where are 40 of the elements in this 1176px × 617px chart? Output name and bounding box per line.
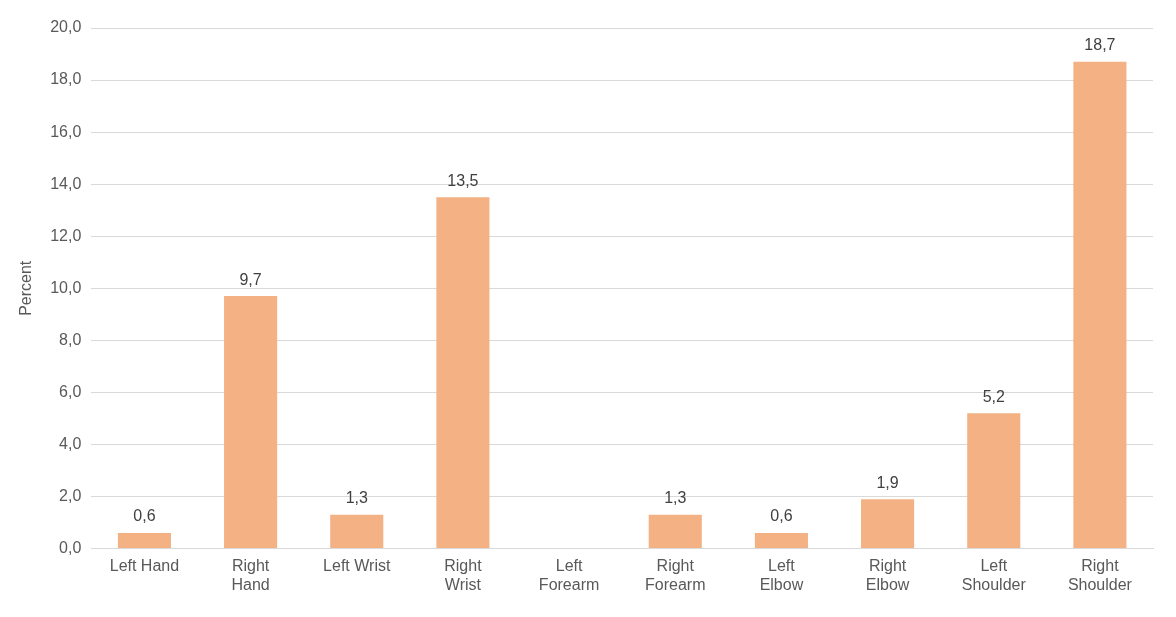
- data-label: 1,3: [664, 489, 687, 507]
- x-tick-label: Right Elbow: [865, 556, 910, 593]
- y-tick-label: 20,0: [50, 18, 82, 36]
- y-tick-label: 12,0: [50, 226, 82, 244]
- bar: [648, 514, 702, 549]
- y-tick-label: 18,0: [50, 70, 82, 88]
- x-tick-label: Left Forearm: [538, 556, 600, 593]
- x-tick-label: Left Wrist: [323, 556, 391, 574]
- data-label: 0,6: [133, 507, 156, 525]
- bar: [330, 514, 384, 549]
- x-tick-label: Left Hand: [109, 556, 180, 574]
- bar: [436, 197, 490, 549]
- y-tick-label: 10,0: [50, 278, 82, 296]
- x-tick-label: Right Forearm: [645, 556, 706, 593]
- y-tick-label: 6,0: [59, 382, 82, 400]
- bar: [117, 532, 171, 549]
- y-tick-label: 8,0: [59, 330, 82, 348]
- data-label: 0,6: [770, 507, 793, 525]
- y-tick-label: 16,0: [50, 122, 82, 140]
- x-tick-label: Right Hand: [231, 556, 270, 593]
- data-label: 1,9: [876, 473, 899, 491]
- x-tick-label: Right Wrist: [444, 556, 483, 593]
- data-label: 1,3: [345, 489, 368, 507]
- y-axis-title: Percent: [17, 260, 35, 316]
- y-tick-label: 4,0: [59, 434, 82, 452]
- data-label: 18,7: [1084, 36, 1116, 54]
- y-tick-label: 2,0: [59, 486, 82, 504]
- bar: [861, 499, 915, 549]
- data-label: 9,7: [239, 270, 262, 288]
- bar: [754, 532, 808, 549]
- data-label: 13,5: [447, 171, 479, 189]
- x-tick-label: Left Elbow: [759, 556, 804, 593]
- bar: [224, 296, 278, 549]
- y-tick-label: 0,0: [59, 539, 82, 557]
- y-tick-label: 14,0: [50, 174, 82, 192]
- x-tick-label: Left Shoulder: [961, 556, 1027, 593]
- bar: [1073, 61, 1127, 549]
- bar: [967, 413, 1021, 549]
- data-label: 5,2: [982, 387, 1005, 405]
- x-tick-label: Right Shoulder: [1067, 556, 1133, 593]
